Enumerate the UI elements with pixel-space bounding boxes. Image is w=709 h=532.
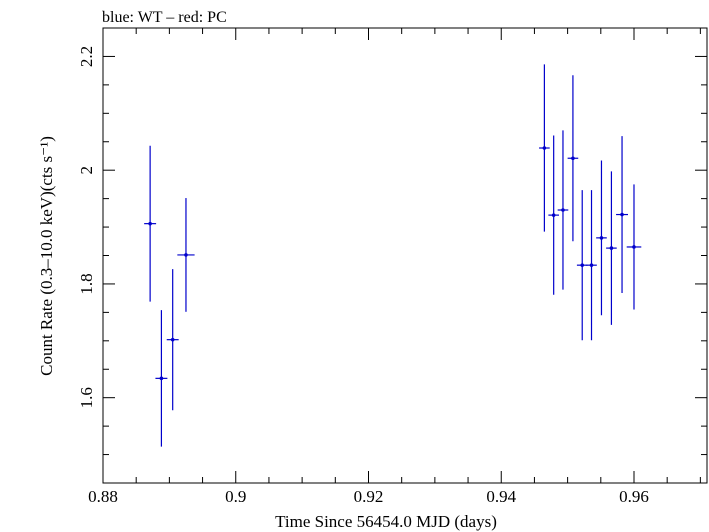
data-point-marker: [159, 376, 164, 381]
data-point-errorbar: [166, 269, 179, 411]
data-point-errorbar: [606, 171, 617, 325]
x-tick-label: 0.94: [486, 487, 516, 506]
data-point-errorbar: [155, 310, 168, 447]
data-point-errorbar: [586, 190, 597, 341]
y-tick-label: 1.8: [77, 273, 96, 294]
data-point-errorbar: [616, 136, 629, 294]
data-point-marker: [170, 337, 175, 342]
data-point-errorbar: [596, 160, 607, 316]
data-point-marker: [599, 236, 604, 240]
data-point-marker: [609, 246, 614, 250]
data-point-errorbar: [144, 145, 157, 302]
data-point-errorbar: [548, 135, 559, 295]
x-tick-label: 0.96: [619, 487, 649, 506]
data-point-marker: [620, 212, 624, 217]
data-point-errorbar: [626, 184, 642, 310]
data-point-errorbar: [567, 75, 579, 242]
y-tick-label: 1.6: [77, 387, 96, 408]
x-axis: 0.88 0.9 0.92 0.94 0.96: [88, 28, 701, 506]
data-point-errorbar: [539, 64, 550, 232]
data-point-marker: [589, 263, 594, 267]
data-point-marker: [148, 221, 152, 226]
data-point-errorbar: [177, 198, 195, 312]
data-point-marker: [561, 208, 565, 212]
data-point-marker: [571, 156, 575, 161]
data-point-marker: [580, 263, 585, 267]
y-axis-title: Count Rate (0.3–10.0 keV)(cts s⁻¹): [37, 136, 56, 376]
data-point-marker: [632, 245, 636, 249]
data-point-errorbar: [557, 130, 569, 290]
y-axis: 1.6 1.8 2 2.2: [77, 27, 707, 484]
x-tick-label: 0.88: [88, 487, 118, 506]
data-point-errorbar: [576, 190, 588, 341]
legend-note: blue: WT – red: PC: [102, 9, 227, 26]
data-points: [144, 64, 642, 447]
data-point-marker: [184, 253, 188, 257]
x-axis-title: Time Since 56454.0 MJD (days): [275, 512, 497, 531]
y-tick-label: 2.2: [77, 46, 96, 67]
x-tick-label: 0.9: [225, 487, 246, 506]
y-tick-label: 2: [77, 166, 96, 175]
data-point-marker: [551, 213, 556, 217]
x-tick-label: 0.92: [354, 487, 384, 506]
data-point-marker: [542, 146, 547, 150]
